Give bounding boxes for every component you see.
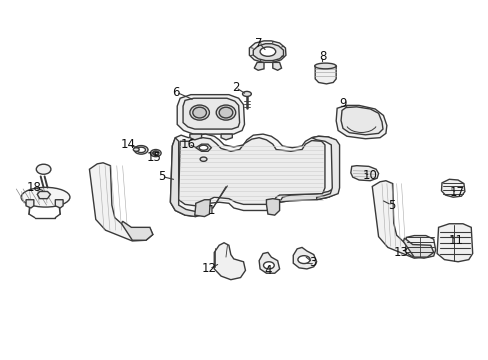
Polygon shape: [279, 188, 337, 202]
Ellipse shape: [192, 107, 206, 118]
Polygon shape: [335, 105, 386, 139]
Ellipse shape: [36, 164, 51, 174]
Polygon shape: [293, 247, 316, 269]
Polygon shape: [315, 66, 335, 84]
Ellipse shape: [133, 148, 139, 151]
Polygon shape: [26, 200, 34, 208]
Text: 16: 16: [181, 138, 196, 150]
Ellipse shape: [153, 152, 158, 155]
Polygon shape: [249, 41, 285, 62]
Polygon shape: [405, 235, 435, 258]
Text: 2: 2: [231, 81, 239, 94]
Polygon shape: [170, 134, 337, 217]
Ellipse shape: [21, 187, 70, 207]
Ellipse shape: [200, 157, 206, 161]
Text: 13: 13: [393, 246, 408, 259]
Polygon shape: [340, 107, 382, 135]
Ellipse shape: [242, 91, 251, 96]
Text: 4: 4: [264, 264, 271, 277]
Polygon shape: [259, 252, 279, 273]
Polygon shape: [37, 192, 50, 199]
Ellipse shape: [152, 151, 159, 155]
Ellipse shape: [134, 145, 148, 154]
Polygon shape: [194, 200, 210, 217]
Text: 18: 18: [26, 181, 41, 194]
Ellipse shape: [137, 147, 145, 153]
Polygon shape: [371, 181, 433, 258]
Text: 8: 8: [318, 50, 325, 63]
Text: 15: 15: [146, 151, 162, 164]
Polygon shape: [177, 95, 244, 134]
Polygon shape: [189, 134, 201, 140]
Polygon shape: [178, 138, 325, 206]
Ellipse shape: [216, 105, 235, 120]
Ellipse shape: [297, 256, 309, 264]
Ellipse shape: [263, 262, 274, 269]
Polygon shape: [55, 200, 63, 208]
Polygon shape: [311, 136, 339, 200]
Ellipse shape: [189, 105, 209, 120]
Text: 3: 3: [308, 256, 316, 269]
Polygon shape: [195, 144, 211, 151]
Polygon shape: [214, 243, 245, 280]
Text: 7: 7: [255, 36, 263, 50]
Text: 6: 6: [172, 86, 180, 99]
Polygon shape: [272, 62, 281, 70]
Polygon shape: [170, 138, 195, 217]
Text: 12: 12: [202, 262, 217, 275]
Polygon shape: [403, 238, 433, 257]
Polygon shape: [122, 221, 153, 240]
Ellipse shape: [199, 145, 207, 150]
Polygon shape: [221, 134, 232, 140]
Text: 14: 14: [121, 138, 136, 151]
Ellipse shape: [219, 107, 232, 118]
Ellipse shape: [260, 47, 275, 56]
Ellipse shape: [314, 63, 335, 69]
Polygon shape: [436, 224, 472, 262]
Polygon shape: [441, 179, 464, 197]
Text: 1: 1: [207, 204, 215, 217]
Text: 9: 9: [339, 98, 346, 111]
Polygon shape: [350, 166, 378, 181]
Text: 5: 5: [158, 170, 165, 183]
Polygon shape: [89, 163, 153, 241]
Text: 11: 11: [448, 234, 463, 247]
Polygon shape: [254, 62, 264, 70]
Text: 17: 17: [448, 186, 464, 199]
Text: 10: 10: [362, 169, 377, 182]
Polygon shape: [253, 44, 283, 60]
Polygon shape: [266, 199, 279, 215]
Polygon shape: [183, 98, 239, 129]
Text: 5: 5: [387, 199, 395, 212]
Ellipse shape: [150, 149, 161, 157]
